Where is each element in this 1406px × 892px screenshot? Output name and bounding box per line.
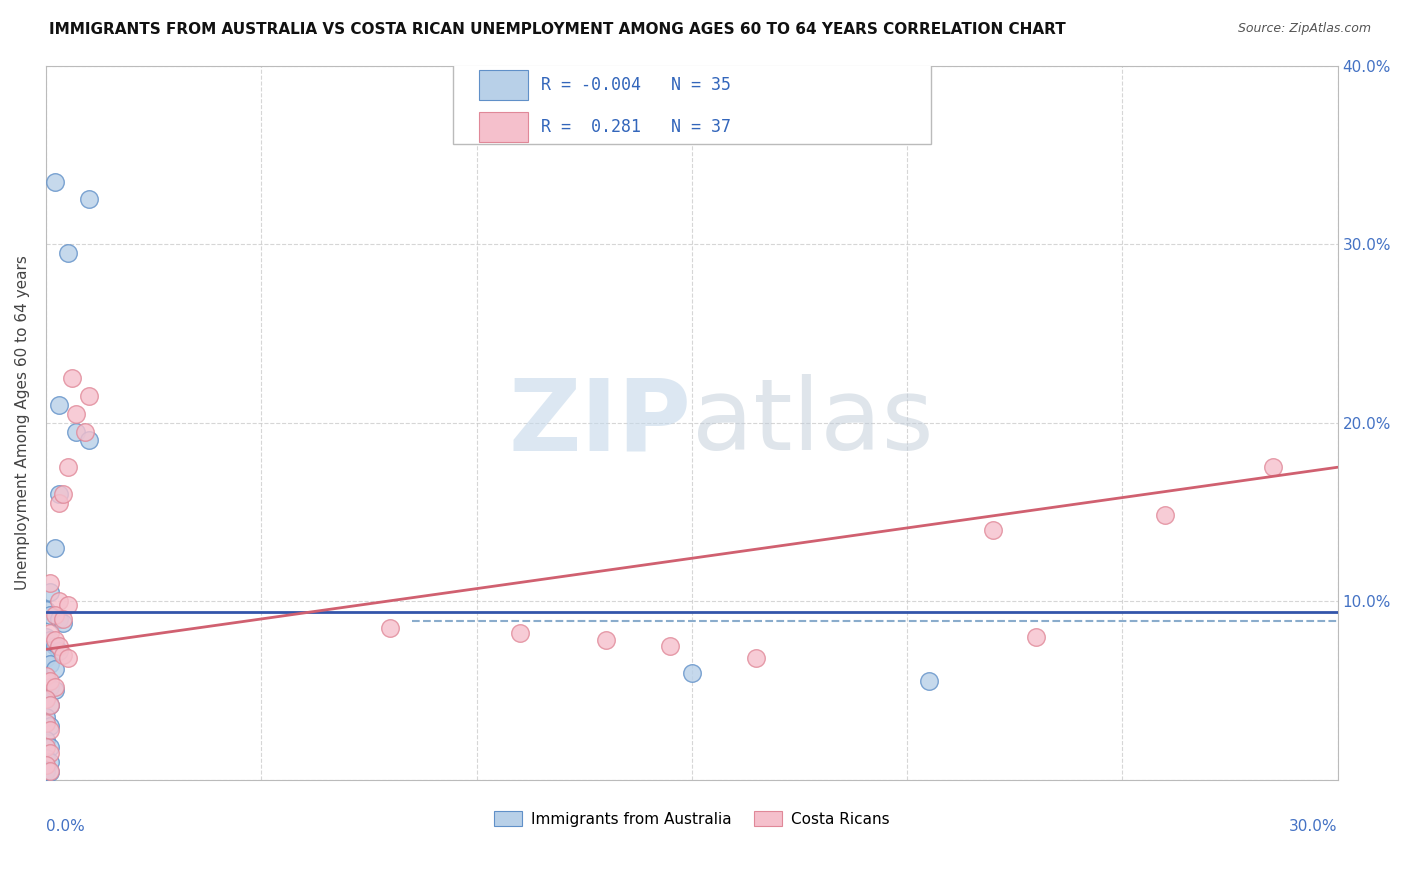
Point	[35, 692, 58, 706]
Text: IMMIGRANTS FROM AUSTRALIA VS COSTA RICAN UNEMPLOYMENT AMONG AGES 60 TO 64 YEARS : IMMIGRANTS FROM AUSTRALIA VS COSTA RICAN…	[49, 22, 1066, 37]
Point	[52, 648, 75, 662]
Point	[35, 630, 58, 644]
Point	[35, 733, 58, 747]
Point	[77, 434, 100, 448]
Point	[39, 674, 62, 689]
Point	[48, 644, 70, 658]
Point	[56, 598, 79, 612]
Point	[35, 764, 58, 778]
Text: 0.0%: 0.0%	[46, 819, 84, 834]
Point	[77, 193, 100, 207]
Text: ZIP: ZIP	[509, 374, 692, 471]
Point	[35, 692, 58, 706]
Point	[39, 746, 62, 760]
Point	[48, 496, 70, 510]
Point	[35, 603, 58, 617]
Point	[39, 576, 62, 591]
Point	[52, 615, 75, 630]
Point	[56, 460, 79, 475]
Point	[1261, 460, 1284, 475]
Point	[52, 487, 75, 501]
Point	[39, 585, 62, 599]
Point	[35, 669, 58, 683]
Point	[39, 719, 62, 733]
Point	[1025, 630, 1047, 644]
Point	[65, 425, 87, 439]
Point	[44, 683, 66, 698]
FancyBboxPatch shape	[478, 112, 527, 142]
Point	[39, 657, 62, 671]
Point	[380, 621, 402, 635]
Point	[56, 651, 79, 665]
Point	[35, 651, 58, 665]
Point	[44, 608, 66, 623]
FancyBboxPatch shape	[453, 45, 931, 145]
Text: atlas: atlas	[692, 374, 934, 471]
Point	[917, 674, 939, 689]
Point	[39, 698, 62, 712]
Text: 30.0%: 30.0%	[1289, 819, 1337, 834]
Point	[39, 765, 62, 780]
Point	[35, 740, 58, 755]
Point	[48, 612, 70, 626]
Point	[39, 633, 62, 648]
Point	[44, 662, 66, 676]
Point	[60, 371, 83, 385]
Text: R =  0.281   N = 37: R = 0.281 N = 37	[541, 118, 731, 136]
Point	[509, 626, 531, 640]
Point	[595, 633, 617, 648]
Point	[981, 523, 1004, 537]
Point	[77, 389, 100, 403]
Point	[35, 710, 58, 724]
Point	[39, 608, 62, 623]
Point	[35, 674, 58, 689]
Y-axis label: Unemployment Among Ages 60 to 64 years: Unemployment Among Ages 60 to 64 years	[15, 255, 30, 590]
Point	[35, 751, 58, 765]
Legend: Immigrants from Australia, Costa Ricans: Immigrants from Australia, Costa Ricans	[488, 805, 896, 832]
Point	[39, 723, 62, 737]
Text: Source: ZipAtlas.com: Source: ZipAtlas.com	[1237, 22, 1371, 36]
Point	[65, 407, 87, 421]
Point	[44, 175, 66, 189]
Point	[745, 651, 768, 665]
Point	[44, 639, 66, 653]
Point	[44, 633, 66, 648]
Point	[35, 758, 58, 772]
Point	[48, 639, 70, 653]
Point	[44, 680, 66, 694]
Point	[48, 398, 70, 412]
Point	[1154, 508, 1177, 523]
Point	[39, 740, 62, 755]
Point	[39, 698, 62, 712]
Point	[52, 612, 75, 626]
Point	[39, 764, 62, 778]
Point	[48, 487, 70, 501]
Point	[44, 541, 66, 555]
Point	[39, 680, 62, 694]
Point	[39, 755, 62, 769]
Point	[681, 665, 703, 680]
Point	[39, 626, 62, 640]
Point	[56, 246, 79, 260]
Text: R = -0.004   N = 35: R = -0.004 N = 35	[541, 76, 731, 94]
Point	[73, 425, 96, 439]
Point	[48, 594, 70, 608]
Point	[659, 639, 682, 653]
Point	[35, 715, 58, 730]
FancyBboxPatch shape	[478, 70, 527, 100]
